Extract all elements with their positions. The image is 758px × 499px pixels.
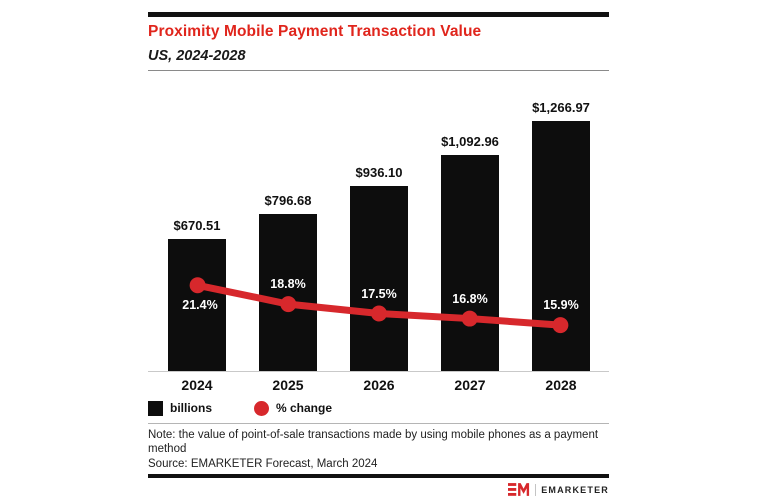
trend-dot-2028 xyxy=(552,316,569,333)
bottom-divider xyxy=(148,473,609,478)
source-text: Source: EMARKETER Forecast, March 2024 xyxy=(148,457,378,470)
bar-value-label-2026: $936.10 xyxy=(355,164,403,180)
percent-label-2026: 17.5% xyxy=(361,286,397,301)
trend-dot-2025 xyxy=(280,295,297,312)
bar-value-label-2027: $1,092.96 xyxy=(441,133,499,149)
year-label-2025: 2025 xyxy=(272,376,304,393)
chart-card: Proximity Mobile Payment Transaction Val… xyxy=(148,0,609,499)
bar-value-label-2024: $670.51 xyxy=(173,217,221,233)
percent-label-2028: 15.9% xyxy=(543,298,579,313)
trend-dot-2027 xyxy=(461,310,478,327)
header-divider xyxy=(148,69,609,71)
footer-divider xyxy=(148,422,609,424)
trend-line xyxy=(189,276,569,333)
bar-2027 xyxy=(441,154,499,371)
bar-2025 xyxy=(259,213,317,371)
plot-area: $670.51 21.4% $796.68 18.8% $936.10 17.5% $1,0… xyxy=(148,71,609,372)
chart-subtitle: US, 2024-2028 xyxy=(148,47,246,64)
percent-label-2025: 18.8% xyxy=(270,277,306,292)
top-divider xyxy=(148,12,609,17)
emarketer-em-logo-icon xyxy=(508,483,530,496)
logo-divider xyxy=(535,483,537,496)
bar-value-label-2025: $796.68 xyxy=(264,192,312,208)
bar-value-label-2028: $1,266.97 xyxy=(532,99,590,115)
year-label-2024: 2024 xyxy=(181,376,213,393)
year-label-2026: 2026 xyxy=(363,376,395,393)
legend: billions % change xyxy=(148,400,609,417)
bar-2024 xyxy=(168,238,226,371)
year-label-2028: 2028 xyxy=(545,376,577,393)
brand-logo: EMARKETER xyxy=(148,483,609,496)
brand-name: EMARKETER xyxy=(541,484,609,495)
percent-change-swatch-icon xyxy=(254,400,269,416)
note-text: Note: the value of point-of-sale transac… xyxy=(148,428,599,455)
legend-line-label: % change xyxy=(276,401,333,415)
billions-swatch-icon xyxy=(148,400,163,416)
chart-title: Proximity Mobile Payment Transaction Val… xyxy=(148,22,482,40)
percent-label-2024: 21.4% xyxy=(182,298,218,313)
year-label-2027: 2027 xyxy=(454,376,486,393)
x-axis-labels: 2024 2025 2026 2027 2028 xyxy=(148,372,609,396)
bar-2026 xyxy=(350,185,408,371)
trend-dot-2024 xyxy=(189,276,206,293)
trend-dot-2026 xyxy=(371,305,387,321)
percent-label-2027: 16.8% xyxy=(452,291,488,306)
legend-bars-label: billions xyxy=(170,401,212,415)
